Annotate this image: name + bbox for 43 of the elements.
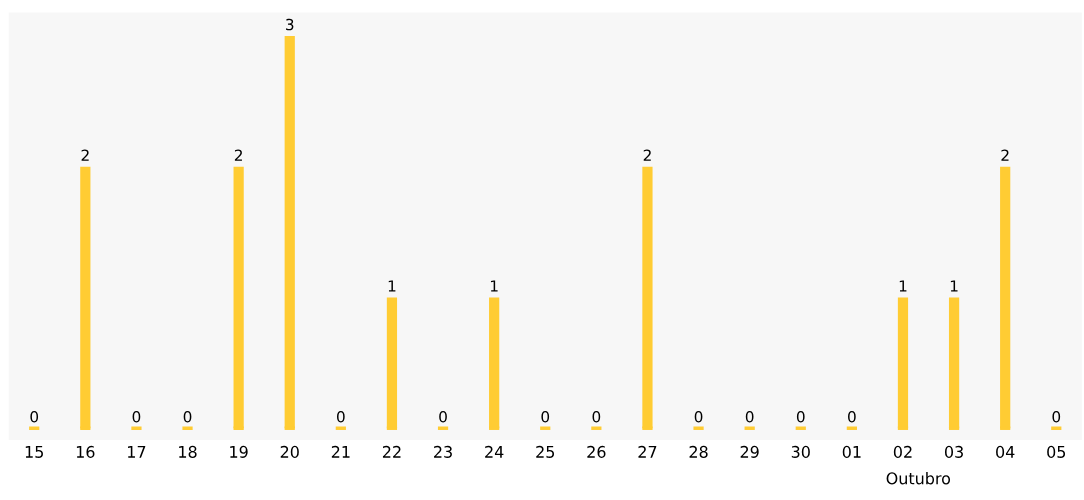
data-label: 1 [950,280,958,292]
x-tick-label: 18 [179,445,197,458]
data-label: 0 [541,410,550,423]
data-label: 0 [336,410,345,423]
x-tick-label: 26 [587,445,606,458]
x-tick-label: 23 [434,445,452,458]
x-tick-label: 27 [638,445,657,458]
x-tick-label: 03 [944,445,963,458]
x-tick-label: 21 [331,445,350,458]
data-label: 2 [234,149,242,161]
x-tick-label: 24 [485,445,504,458]
data-label: 0 [848,410,856,423]
data-label: 0 [439,410,447,423]
data-label: 0 [592,410,601,423]
data-label: 3 [286,18,294,31]
data-label: 0 [1052,410,1061,423]
x-tick-label: 30 [791,445,810,458]
data-label: 0 [796,410,805,423]
x-tick-label: 16 [76,445,95,458]
data-label: 0 [694,410,703,423]
x-tick-label: 15 [25,446,43,458]
data-label: 1 [490,280,498,292]
x-axis-title: Outubro [886,472,951,485]
data-label: 0 [132,410,141,423]
x-tick-label: 28 [689,445,708,458]
data-label: 1 [899,280,907,292]
data-label: 2 [1001,149,1009,161]
x-tick-label: 02 [893,445,912,458]
x-tick-label: 19 [230,445,248,458]
x-tick-label: 25 [536,445,555,458]
x-tick-label: 20 [280,445,299,458]
x-tick-label: 01 [842,445,861,458]
data-label: 2 [643,149,651,161]
data-label: 1 [388,280,396,292]
data-label: 0 [30,410,39,423]
data-label: 0 [745,410,754,423]
data-label: 2 [81,149,89,161]
x-tick-label: 04 [996,445,1015,458]
data-label: 0 [183,410,192,423]
x-tick-label: 17 [128,446,146,458]
x-tick-label: 05 [1047,445,1066,458]
x-tick-label: 22 [382,445,401,458]
x-tick-label: 29 [740,445,759,458]
